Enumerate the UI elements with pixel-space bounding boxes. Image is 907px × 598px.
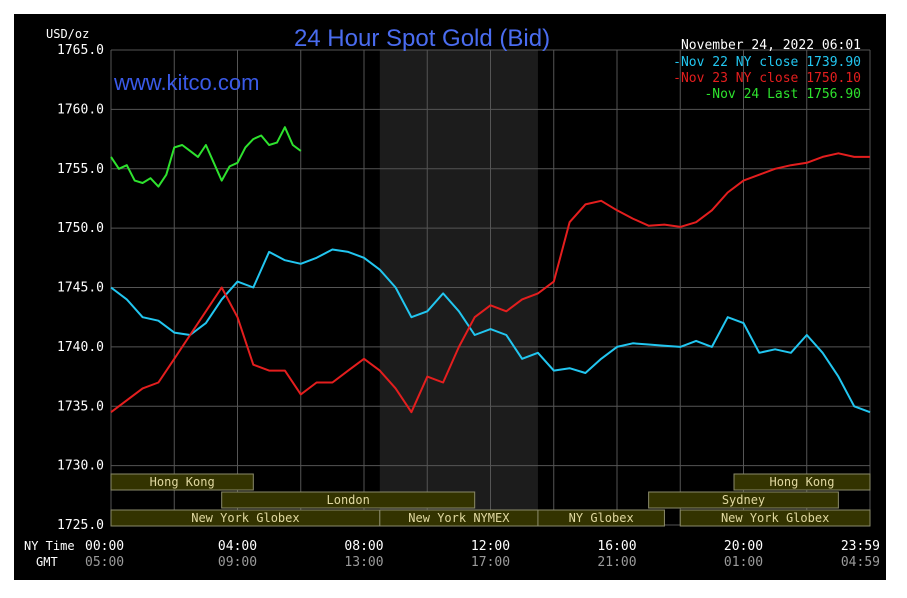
x-tick-label-ny: 08:00 bbox=[344, 539, 383, 554]
series-layer bbox=[110, 126, 871, 414]
x-tick-label-ny: 23:59 bbox=[841, 539, 880, 554]
y-tick-label: 1730.0 bbox=[57, 459, 104, 474]
x-tick-label-gmt: 09:00 bbox=[218, 555, 257, 570]
ny-time-row-label: NY Time bbox=[24, 539, 75, 553]
x-tick-label-ny: 12:00 bbox=[471, 539, 510, 554]
series-line-1 bbox=[110, 248, 871, 414]
grid-layer bbox=[110, 49, 871, 526]
legend: -Nov 22 NY close 1739.90-Nov 23 NY close… bbox=[673, 55, 861, 102]
x-tick-label-gmt: 13:00 bbox=[344, 555, 383, 570]
y-tick-label: 1765.0 bbox=[57, 43, 104, 58]
x-tick-label-ny: 20:00 bbox=[724, 539, 763, 554]
axis-labels-layer: 1765.0 1760.0 1755.0 1750.0 1745.0 1740.0 1735… bbox=[57, 43, 880, 570]
chart-timestamp: November 24, 2022 06:01 bbox=[681, 38, 861, 53]
y-tick-label: 1750.0 bbox=[57, 221, 104, 236]
gold-price-chart: Hong Kong Hong Kong London Sydney New York G… bbox=[24, 25, 880, 570]
session-bar bbox=[733, 473, 871, 491]
gmt-row-label: GMT bbox=[36, 555, 58, 569]
session-bar bbox=[110, 473, 254, 491]
session-label: Sydney bbox=[722, 493, 765, 507]
session-bars-layer: Hong Kong Hong Kong London Sydney New York G… bbox=[110, 473, 871, 527]
session-label: Hong Kong bbox=[769, 475, 834, 489]
legend-entry-2: -Nov 23 NY close 1750.10 bbox=[673, 71, 861, 86]
x-tick-label-gmt: 05:00 bbox=[85, 555, 124, 570]
legend-entry-1: -Nov 22 NY close 1739.90 bbox=[673, 55, 861, 70]
session-bar bbox=[537, 509, 665, 527]
y-tick-label: 1760.0 bbox=[57, 102, 104, 117]
series-line-3 bbox=[110, 126, 302, 188]
session-bar bbox=[648, 491, 839, 509]
session-label: NY Globex bbox=[569, 511, 634, 525]
series-line-2 bbox=[110, 152, 870, 414]
y-tick-label: 1725.0 bbox=[57, 518, 104, 533]
chart-title: 24 Hour Spot Gold (Bid) bbox=[294, 25, 550, 52]
session-bar bbox=[679, 509, 871, 527]
x-tick-label-gmt: 17:00 bbox=[471, 555, 510, 570]
session-label: London bbox=[327, 493, 370, 507]
x-tick-label-ny: 04:00 bbox=[218, 539, 257, 554]
y-axis-unit-label: USD/oz bbox=[46, 27, 89, 41]
x-tick-label-ny: 16:00 bbox=[597, 539, 636, 554]
x-tick-label-gmt: 04:59 bbox=[841, 555, 880, 570]
y-tick-label: 1735.0 bbox=[57, 399, 104, 414]
y-tick-label: 1745.0 bbox=[57, 281, 104, 296]
x-tick-label-gmt: 21:00 bbox=[597, 555, 636, 570]
x-tick-label-gmt: 01:00 bbox=[724, 555, 763, 570]
session-bar bbox=[221, 491, 476, 509]
session-label: New York NYMEX bbox=[408, 511, 510, 525]
y-tick-label: 1740.0 bbox=[57, 340, 104, 355]
kitco-watermark: www.kitco.com bbox=[113, 70, 259, 95]
session-label: New York Globex bbox=[191, 511, 299, 525]
y-tick-label: 1755.0 bbox=[57, 162, 104, 177]
legend-entry-3: -Nov 24 Last 1756.90 bbox=[704, 87, 861, 102]
x-tick-label-ny: 00:00 bbox=[85, 539, 124, 554]
session-label: New York Globex bbox=[721, 511, 829, 525]
session-label: Hong Kong bbox=[150, 475, 215, 489]
chart-frame: Hong Kong Hong Kong London Sydney New York G… bbox=[14, 14, 886, 580]
